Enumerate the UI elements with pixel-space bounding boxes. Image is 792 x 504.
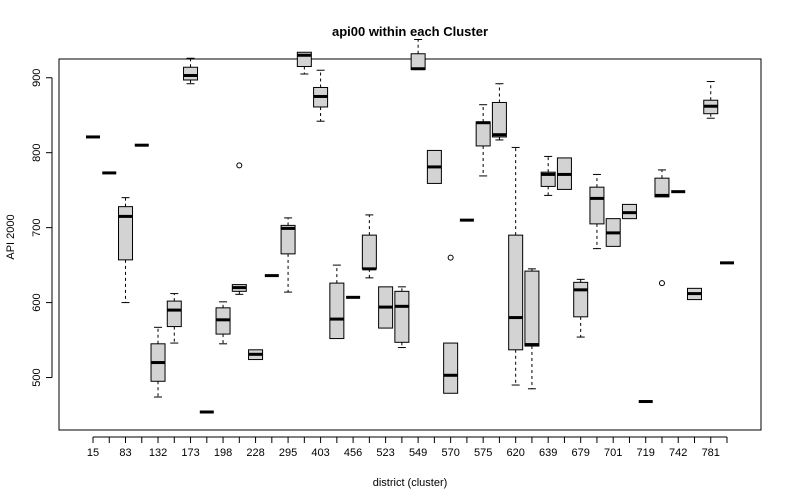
x-tick-label: 549 bbox=[409, 447, 427, 459]
box-701 bbox=[605, 218, 621, 247]
x-tick-label: 781 bbox=[702, 447, 720, 459]
iqr-box bbox=[508, 234, 524, 351]
y-axis: 500 600 700 800 900 bbox=[31, 69, 53, 387]
box-295 bbox=[280, 217, 296, 293]
x-tick-label: 575 bbox=[474, 447, 492, 459]
box-83 bbox=[118, 197, 134, 304]
box-537 bbox=[394, 286, 410, 349]
iqr-box bbox=[573, 281, 589, 318]
x-tick-label: 403 bbox=[311, 447, 329, 459]
box-228 bbox=[248, 349, 264, 361]
box-562 bbox=[426, 149, 442, 184]
y-tick-label: 700 bbox=[31, 218, 43, 236]
box-781 bbox=[703, 80, 719, 119]
box-132 bbox=[150, 326, 166, 398]
y-tick-label: 500 bbox=[31, 368, 43, 386]
x-tick-label: 228 bbox=[246, 447, 264, 459]
box-639 bbox=[540, 155, 556, 196]
box-570 bbox=[443, 254, 459, 394]
x-tick-label: 173 bbox=[181, 447, 199, 459]
iqr-box bbox=[361, 234, 377, 270]
box-403 bbox=[313, 69, 329, 122]
x-tick-label: 523 bbox=[376, 447, 394, 459]
y-tick-label: 800 bbox=[31, 144, 43, 162]
x-axis: 15 83 132 173 198 228 295 403 456 523 549 570 575 620… bbox=[87, 436, 728, 459]
box-638 bbox=[556, 157, 572, 190]
box-620 bbox=[508, 146, 524, 386]
x-axis-label: district (cluster) bbox=[373, 477, 448, 489]
iqr-box bbox=[118, 206, 134, 261]
iqr-box bbox=[410, 53, 426, 70]
x-tick-label: 679 bbox=[572, 447, 590, 459]
chart-title: api00 within each Cluster bbox=[332, 24, 488, 39]
x-tick-label: 83 bbox=[119, 447, 131, 459]
iqr-box bbox=[475, 121, 491, 147]
iqr-box bbox=[183, 66, 199, 81]
y-tick-label: 600 bbox=[31, 293, 43, 311]
iqr-box bbox=[329, 282, 345, 340]
y-tick-label: 900 bbox=[31, 69, 43, 87]
box-679 bbox=[573, 278, 589, 338]
iqr-box bbox=[280, 224, 296, 255]
box-200 bbox=[231, 162, 247, 295]
box-589 bbox=[491, 83, 507, 141]
x-tick-label: 701 bbox=[604, 447, 622, 459]
box-549 bbox=[410, 39, 426, 71]
x-tick-label: 570 bbox=[441, 447, 459, 459]
box-734 bbox=[654, 169, 670, 287]
box-768 bbox=[686, 287, 702, 301]
outlier-point bbox=[447, 254, 454, 261]
plot-frame bbox=[58, 58, 762, 431]
box-523 bbox=[378, 286, 394, 329]
x-tick-label: 742 bbox=[669, 447, 687, 459]
x-tick-label: 198 bbox=[214, 447, 232, 459]
iqr-box bbox=[394, 290, 410, 343]
x-tick-label: 295 bbox=[279, 447, 297, 459]
iqr-box bbox=[166, 300, 182, 328]
iqr-box bbox=[589, 186, 605, 225]
box-173 bbox=[183, 57, 199, 85]
box-625 bbox=[524, 268, 540, 390]
x-tick-label: 639 bbox=[539, 447, 557, 459]
outlier-point bbox=[236, 162, 243, 169]
box-575 bbox=[475, 104, 491, 177]
iqr-box bbox=[443, 342, 459, 394]
box-500 bbox=[361, 214, 377, 279]
x-tick-label: 719 bbox=[637, 447, 655, 459]
box-437 bbox=[329, 264, 345, 340]
x-tick-label: 15 bbox=[87, 447, 99, 459]
x-tick-label: 456 bbox=[344, 447, 362, 459]
box-152 bbox=[166, 293, 182, 344]
y-axis-label: API 2000 bbox=[5, 214, 17, 259]
x-tick-label: 132 bbox=[149, 447, 167, 459]
box-708 bbox=[621, 203, 637, 220]
iqr-box bbox=[491, 101, 507, 138]
box-302 bbox=[296, 51, 312, 75]
boxes-layer bbox=[86, 39, 734, 414]
box-198 bbox=[215, 301, 231, 345]
x-tick-label: 620 bbox=[506, 447, 524, 459]
box-687 bbox=[589, 173, 605, 250]
iqr-box bbox=[524, 270, 540, 347]
outlier-point bbox=[658, 280, 665, 287]
